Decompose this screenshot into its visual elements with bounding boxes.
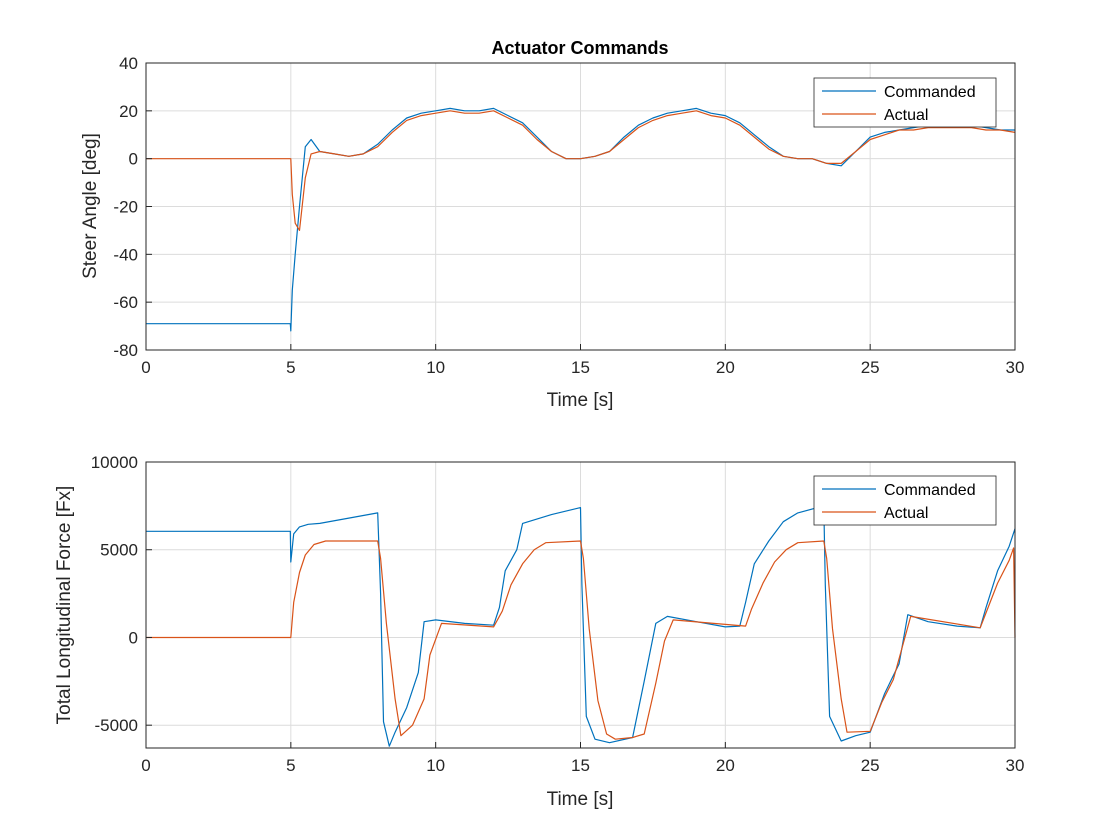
steer-y-tick-label: -80 [113,341,138,360]
bottom-y-axis-label: Total Longitudinal Force [Fx] [54,486,75,725]
legend-label-actual: Actual [884,505,928,522]
force-x-tick-label: 5 [286,756,295,775]
steer-y-tick-label: -20 [113,198,138,217]
steer-x-tick-label: 5 [286,358,295,377]
steer-y-tick-label: -60 [113,293,138,312]
legend-label-actual: Actual [884,107,928,124]
steer-series-actual [146,110,1016,231]
steer-x-tick-label: 20 [716,358,735,377]
force-x-tick-label: 15 [571,756,590,775]
steer-x-tick-label: 10 [426,358,445,377]
steer-angle-ticks: 0 5 10 15 20 25 30 -80 -60 -40 -20 0 20 40 [113,54,1024,377]
steer-y-tick-label: 20 [119,102,138,121]
force-series-actual [146,540,1016,740]
steer-y-tick-label: -40 [113,245,138,264]
force-ticks: 0 5 10 15 20 25 30 -5000 0 5000 10000 [91,453,1025,775]
force-y-tick-label: 10000 [91,453,138,472]
steer-angle-lines [146,107,1016,332]
top-y-axis-label: Steer Angle [deg] [80,133,101,279]
force-x-tick-label: 20 [716,756,735,775]
top-legend: Commanded Actual [813,77,997,128]
force-x-tick-label: 25 [861,756,880,775]
steer-x-tick-label: 30 [1006,358,1025,377]
force-lines [146,505,1016,747]
longitudinal-force-plot: 0 5 10 15 20 25 30 -5000 0 5000 10000 Time [s] Tot… [54,453,1024,810]
force-x-tick-label: 30 [1006,756,1025,775]
steer-x-tick-label: 15 [571,358,590,377]
top-x-axis-label: Time [s] [547,390,614,411]
force-x-tick-label: 0 [141,756,150,775]
steer-x-tick-label: 0 [141,358,150,377]
steer-y-tick-label: 0 [129,150,138,169]
legend-label-commanded: Commanded [884,84,976,101]
force-y-tick-label: -5000 [95,716,138,735]
steer-x-tick-label: 25 [861,358,880,377]
chart-title: Actuator Commands [491,38,668,58]
legend-label-commanded: Commanded [884,482,976,499]
steer-angle-plot: 0 5 10 15 20 25 30 -80 -60 -40 -20 0 20 40 Actuator C… [80,38,1024,411]
force-y-tick-label: 5000 [100,541,138,560]
bottom-legend: Commanded Actual [813,475,997,526]
bottom-x-axis-label: Time [s] [547,789,614,810]
force-y-tick-label: 0 [129,628,138,647]
steer-y-tick-label: 40 [119,54,138,73]
force-x-tick-label: 10 [426,756,445,775]
